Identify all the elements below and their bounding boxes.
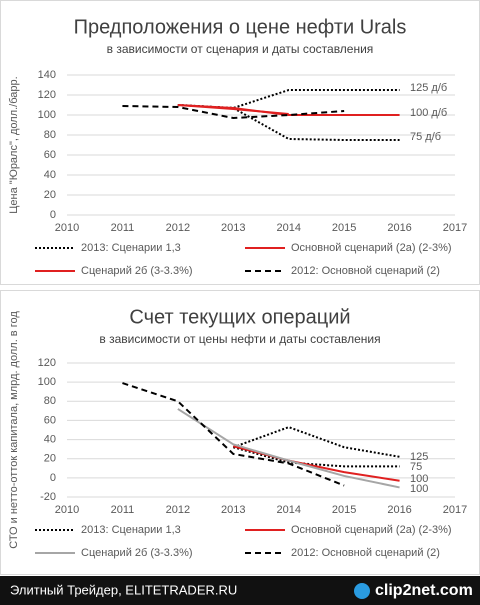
y-tick-label: 80 <box>44 395 56 407</box>
x-tick-label: 2015 <box>332 504 356 516</box>
x-tick-label: 2016 <box>387 222 411 234</box>
y-tick-label: 60 <box>44 414 56 426</box>
legend-label: 2013: Сценарии 1,3 <box>81 524 181 536</box>
y-tick-label: 80 <box>44 129 56 141</box>
legend-label: Сценарий 2б (3-3.3%) <box>81 547 193 559</box>
footer-source: Элитный Трейдер, ELITETRADER.RU <box>10 582 237 597</box>
y-tick-label: 20 <box>44 189 56 201</box>
x-tick-label: 2011 <box>111 222 135 234</box>
annotation: 100 <box>410 473 428 485</box>
x-tick-label: 2016 <box>387 504 411 516</box>
x-tick-label: 2017 <box>443 504 467 516</box>
footer-bar <box>0 576 480 605</box>
x-tick-label: 2012 <box>166 222 190 234</box>
y-tick-label: 140 <box>38 69 56 81</box>
x-tick-label: 2010 <box>55 222 79 234</box>
chart-title: Счет текущих операций <box>129 306 350 328</box>
series-line <box>177 408 400 489</box>
legend-label: Сценарий 2б (3-3.3%) <box>81 265 193 277</box>
chart-frame <box>0 0 480 285</box>
y-tick-label: 40 <box>44 169 56 181</box>
chart-title: Предположения о цене нефти Urals <box>74 16 407 38</box>
y-tick-label: 100 <box>38 109 56 121</box>
chart-subtitle: в зависимости от цены нефти и даты соста… <box>99 332 380 346</box>
series-line <box>122 382 345 487</box>
series-line <box>233 446 400 468</box>
x-tick-label: 2010 <box>55 504 79 516</box>
logo-icon <box>354 583 370 599</box>
annotation: 125 д/б <box>410 82 447 94</box>
x-tick-label: 2015 <box>332 222 356 234</box>
y-tick-label: -20 <box>40 491 56 503</box>
x-tick-label: 2013 <box>221 504 245 516</box>
y-tick-label: 0 <box>50 472 56 484</box>
x-tick-label: 2014 <box>276 222 300 234</box>
legend-label: 2012: Основной сценарий (2) <box>291 265 440 277</box>
annotation: 100 <box>410 483 428 495</box>
y-tick-label: 20 <box>44 453 56 465</box>
annotation: 75 <box>410 461 422 473</box>
x-tick-label: 2014 <box>276 504 300 516</box>
chart-frame <box>0 290 480 575</box>
annotation: 125 <box>410 451 428 463</box>
series-line <box>122 105 345 120</box>
series-line <box>232 426 400 458</box>
legend-label: Основной сценарий (2а) (2-3%) <box>291 524 452 536</box>
annotation: 100 д/б <box>410 107 447 119</box>
annotation: 75 д/б <box>410 131 441 143</box>
y-tick-label: 120 <box>38 357 56 369</box>
y-tick-label: 0 <box>50 209 56 221</box>
x-tick-label: 2011 <box>111 504 135 516</box>
y-axis-label: Цена "Юралс", долл./барр. <box>8 76 20 213</box>
series-line <box>177 104 289 115</box>
y-tick-label: 120 <box>38 89 56 101</box>
chart-subtitle: в зависимости от сценария и даты составл… <box>107 42 374 56</box>
legend-label: Основной сценарий (2а) (2-3%) <box>291 242 452 254</box>
y-axis-label: СТО и нетто-отток капитала, млрд. долл. … <box>8 311 20 549</box>
x-tick-label: 2013 <box>221 222 245 234</box>
legend-label: 2013: Сценарии 1,3 <box>81 242 181 254</box>
legend-label: 2012: Основной сценарий (2) <box>291 547 440 559</box>
y-tick-label: 60 <box>44 149 56 161</box>
y-tick-label: 40 <box>44 433 56 445</box>
footer-logo[interactable]: clip2net.com <box>375 582 473 599</box>
x-tick-label: 2012 <box>166 504 190 516</box>
y-tick-label: 100 <box>38 376 56 388</box>
x-tick-label: 2017 <box>443 222 467 234</box>
